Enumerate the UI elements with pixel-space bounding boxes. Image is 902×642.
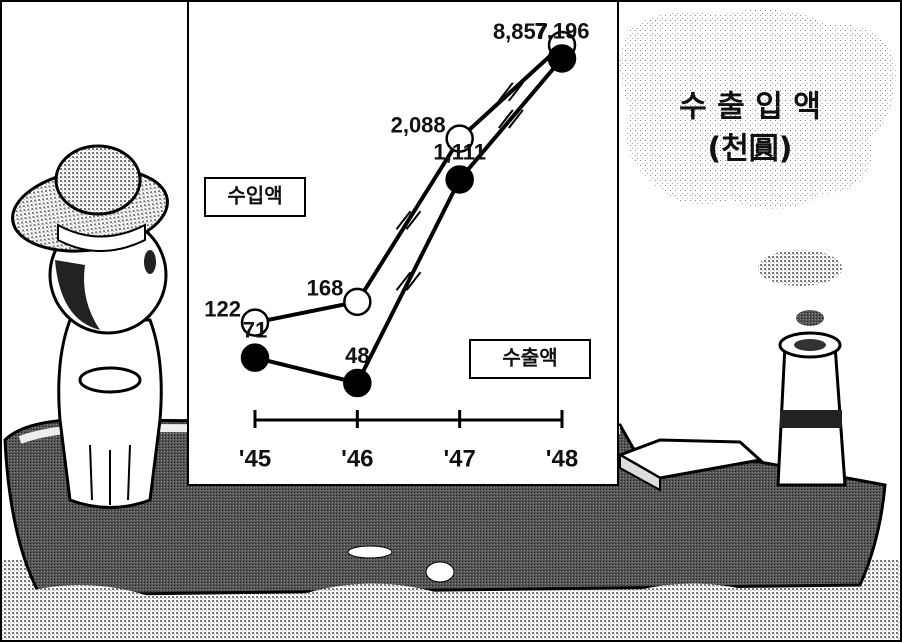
data-label: 122 [204, 296, 241, 321]
break-mark [498, 82, 514, 102]
data-label: 7,196 [534, 18, 589, 43]
data-point [240, 308, 270, 337]
chart-subtitle: (천圓) [707, 132, 792, 167]
data-point [343, 368, 372, 398]
data-point [343, 287, 372, 317]
data-point [547, 44, 577, 73]
break-mark [405, 210, 422, 230]
data-label: 168 [307, 276, 344, 301]
break-mark [498, 109, 514, 129]
chart-title: 수 출 입 액 [679, 90, 821, 125]
x-tick-label: '46 [341, 445, 373, 472]
data-label: 2,088 [391, 112, 446, 137]
break-mark [395, 210, 412, 230]
break-mark [395, 271, 412, 291]
data-label: 48 [345, 343, 369, 368]
legend-box [204, 177, 306, 217]
break-mark [405, 271, 422, 291]
break-mark [508, 82, 524, 102]
legend-label: 수출액 [502, 346, 557, 370]
data-label: 8,857 [493, 19, 548, 44]
x-tick-label: '48 [546, 445, 578, 472]
data-point [445, 165, 474, 194]
series-line [254, 43, 564, 325]
data-point [240, 343, 270, 372]
legend-box [469, 339, 591, 379]
series-line [254, 57, 564, 386]
data-point [445, 124, 474, 153]
x-tick-label: '47 [443, 445, 475, 472]
data-label: 71 [243, 317, 267, 342]
legend-label: 수입액 [227, 184, 282, 208]
x-tick-label: '45 [239, 445, 271, 472]
break-mark [508, 109, 524, 129]
data-label: 1,111 [433, 139, 486, 164]
